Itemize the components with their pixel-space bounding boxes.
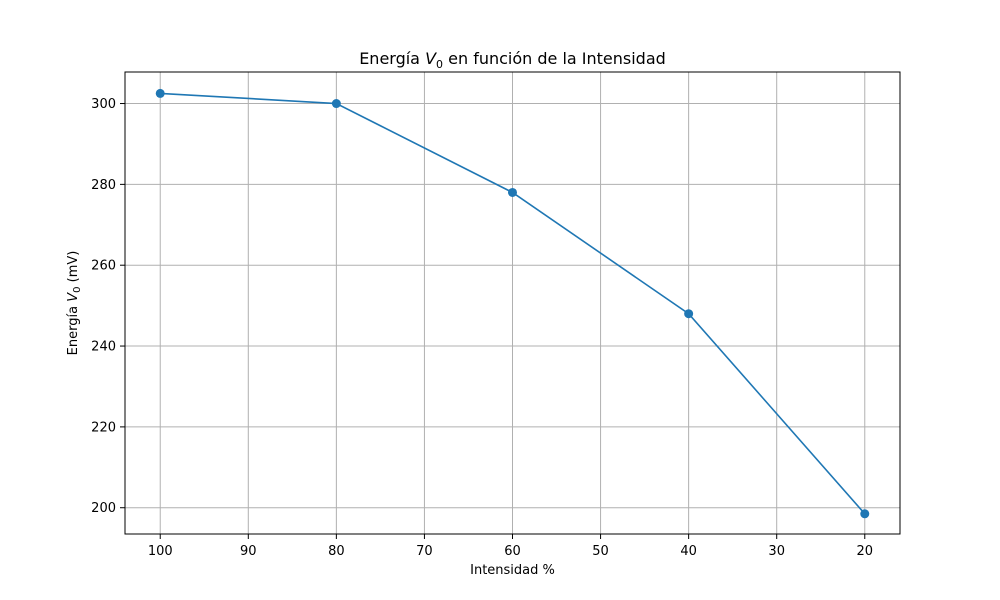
grid-layer — [125, 72, 900, 534]
x-tick-label: 50 — [592, 544, 609, 559]
y-tick-label: 300 — [91, 97, 116, 112]
y-tick-label: 280 — [91, 178, 116, 193]
x-tick-label: 30 — [768, 544, 785, 559]
x-tick-label: 100 — [148, 544, 173, 559]
x-tick-label: 60 — [504, 544, 521, 559]
y-tick-label: 200 — [91, 501, 116, 516]
y-tick-label: 240 — [91, 340, 116, 355]
data-point — [155, 88, 165, 98]
data-point — [684, 309, 694, 319]
x-tick-label: 20 — [856, 544, 873, 559]
ticks-layer: 100 90 80 70 60 50 40 30 20 200 220 240 260 280 300 — [91, 97, 873, 559]
series-layer — [155, 88, 870, 519]
x-tick-label: 80 — [328, 544, 345, 559]
chart-title: Energía V0 en función de la Intensidad — [359, 49, 666, 71]
x-tick-label: 40 — [680, 544, 697, 559]
x-axis-label: Intensidad % — [470, 563, 555, 578]
y-axis-label: Energía V0 (mV) — [66, 251, 83, 356]
x-tick-label: 70 — [416, 544, 433, 559]
x-tick-label: 90 — [240, 544, 257, 559]
y-tick-label: 260 — [91, 259, 116, 274]
data-point — [860, 509, 870, 519]
y-tick-label: 220 — [91, 420, 116, 435]
data-point — [508, 187, 517, 197]
data-point — [331, 99, 341, 109]
